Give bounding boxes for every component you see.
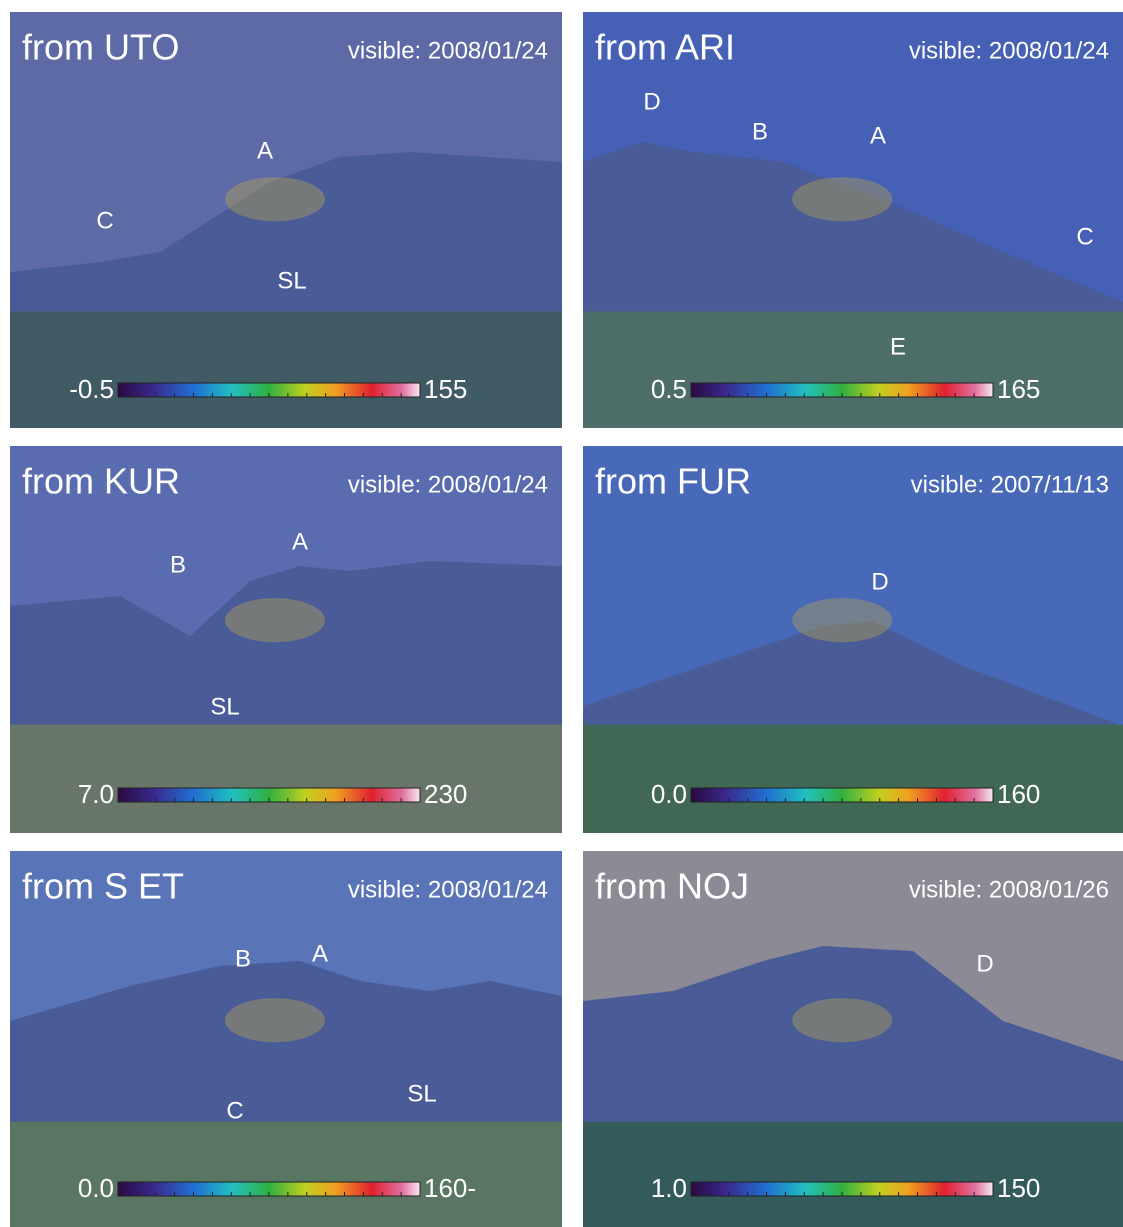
panel-title: from ARI: [595, 27, 735, 68]
annotation: SL: [210, 693, 239, 720]
annotation: A: [870, 122, 886, 149]
panel: from S ET visible: 2008/01/24 B A SL C 0.0 160-: [10, 851, 562, 1227]
panel-title: from KUR: [22, 461, 180, 502]
scale-max: 160-: [424, 1173, 476, 1203]
scale-max: 165: [997, 374, 1040, 404]
panel-title: from NOJ: [595, 866, 749, 907]
panel: from ARI visible: 2008/01/24 D B A C E 0.5 165: [583, 12, 1123, 428]
scale-min: 1.0: [651, 1173, 687, 1203]
annotation: B: [235, 945, 251, 972]
ground: [583, 312, 1123, 428]
annotation: A: [312, 940, 328, 967]
annotation: E: [890, 333, 906, 360]
annotation: B: [752, 118, 768, 145]
panel-date: visible: 2008/01/24: [348, 876, 548, 903]
scale-min: -0.5: [69, 374, 114, 404]
panel-title: from S ET: [22, 866, 184, 907]
annotation: A: [257, 137, 273, 164]
scale-max: 230: [424, 779, 467, 809]
annotation: D: [871, 568, 888, 595]
panel-date: visible: 2008/01/24: [348, 37, 548, 64]
annotation: SL: [407, 1080, 436, 1107]
panel-date: visible: 2008/01/26: [909, 876, 1109, 903]
panel-date: visible: 2008/01/24: [348, 471, 548, 498]
thermal-anomaly: [792, 998, 892, 1042]
annotation: C: [1076, 223, 1093, 250]
thermal-anomaly: [225, 177, 325, 221]
annotation: D: [643, 88, 660, 115]
annotation: C: [226, 1097, 243, 1124]
scale-min: 7.0: [78, 779, 114, 809]
figure: from UTOvisible: 2008/01/24ACSL-0.5155fr…: [0, 0, 1123, 1227]
scale-max: 150: [997, 1173, 1040, 1203]
annotation: C: [96, 207, 113, 234]
panel: from FUR visible: 2007/11/13 D 0.0 160: [583, 446, 1123, 833]
thermal-anomaly: [792, 177, 892, 221]
panel: from UTO visible: 2008/01/24 A C SL -0.5 155: [10, 12, 562, 428]
panel-title: from FUR: [595, 461, 751, 502]
panel-date: visible: 2008/01/24: [909, 37, 1109, 64]
thermal-anomaly: [225, 998, 325, 1042]
annotation: A: [292, 528, 308, 555]
scale-min: 0.5: [651, 374, 687, 404]
scale-min: 0.0: [651, 779, 687, 809]
panel: from KUR visible: 2008/01/24 B A SL 7.0 230: [10, 446, 562, 833]
thermal-anomaly: [792, 598, 892, 642]
annotation: B: [170, 551, 186, 578]
panel-date: visible: 2007/11/13: [911, 471, 1109, 498]
panel: from NOJ visible: 2008/01/26 D 1.0 150: [583, 851, 1123, 1227]
annotation: D: [976, 950, 993, 977]
panel-title: from UTO: [22, 27, 179, 68]
thermal-anomaly: [225, 598, 325, 642]
ground: [10, 312, 562, 428]
scale-min: 0.0: [78, 1173, 114, 1203]
scale-max: 160: [997, 779, 1040, 809]
annotation: SL: [277, 267, 306, 294]
scale-max: 155: [424, 374, 467, 404]
